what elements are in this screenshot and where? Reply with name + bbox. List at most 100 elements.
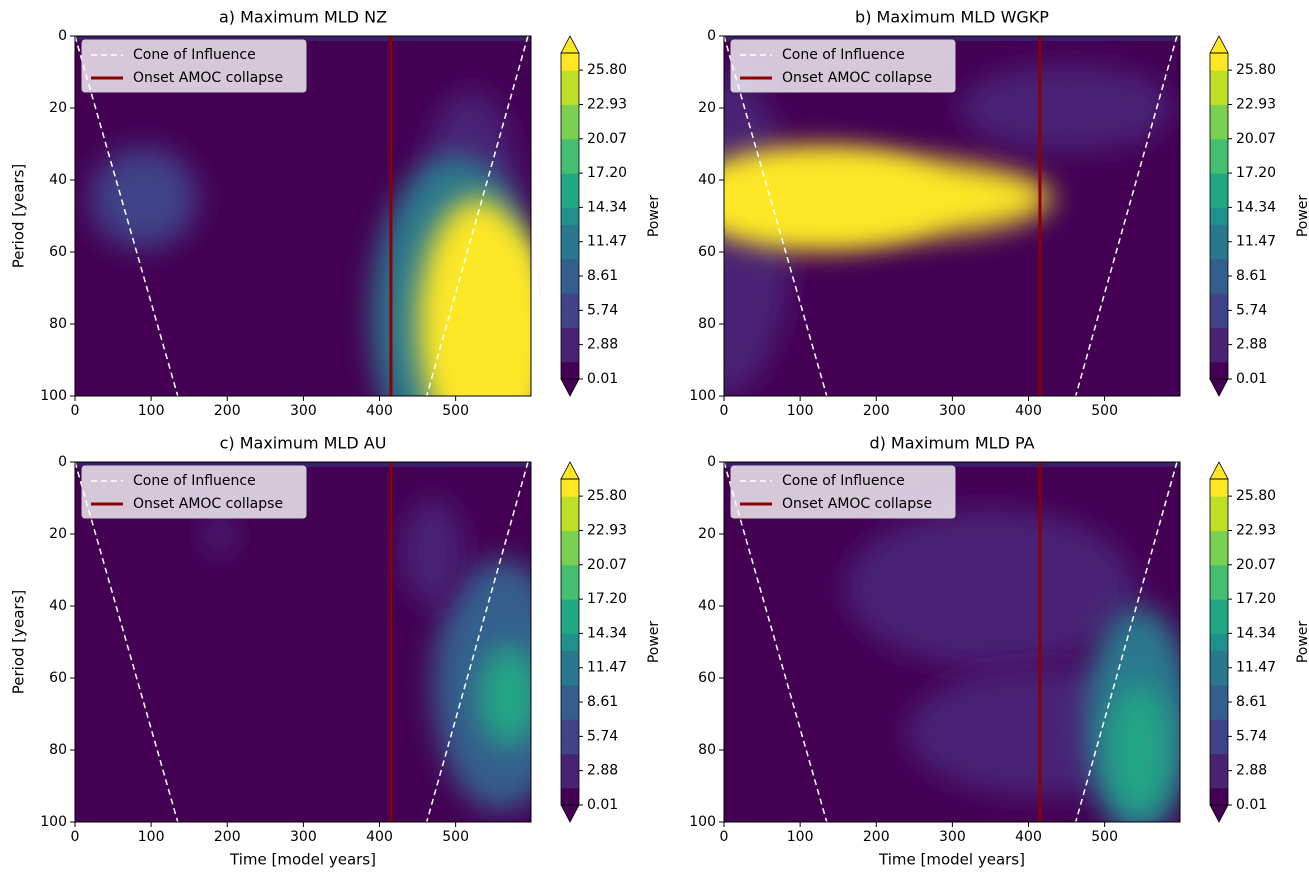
colorbar-band: [1210, 787, 1228, 806]
colorbar-band: [561, 104, 579, 123]
chart-title: c) Maximum MLD AU: [220, 434, 387, 453]
series-line: [724, 462, 1178, 822]
colorbar-band: [561, 327, 579, 346]
x-tick-label: 500: [1091, 403, 1118, 419]
colorbar-tick-label: 5.74: [1236, 728, 1267, 744]
colorbar-label: Power: [1295, 621, 1309, 664]
legend-box: [81, 39, 307, 93]
colorbar-band: [1210, 650, 1228, 669]
colorbar-band: [561, 770, 579, 789]
colorbar-band: [1210, 155, 1228, 174]
legend-label: Cone of Influence: [133, 473, 256, 489]
colorbar-tick-label: 17.20: [587, 165, 627, 181]
colorbar-band: [561, 564, 579, 583]
colorbar-tick-label: 2.88: [587, 337, 618, 353]
colorbar-band: [561, 513, 579, 531]
colorbar-band: [561, 310, 579, 329]
y-tick-label: 60: [698, 670, 716, 686]
power-feature: [90, 147, 197, 249]
colorbar-tick-label: 5.74: [587, 728, 618, 744]
colorbar-label: Power: [646, 195, 662, 238]
colorbar-band: [561, 155, 579, 174]
colorbar-frame: [560, 478, 580, 806]
x-tick-label: 0: [720, 403, 729, 419]
colorbar-band: [561, 53, 579, 71]
colorbar-band: [561, 787, 579, 806]
colorbar-band: [561, 719, 579, 737]
colorbar-band: [1210, 564, 1228, 583]
x-tick-label: 400: [1015, 403, 1042, 419]
x-tick-label: 100: [138, 829, 165, 845]
colorbar-band: [1210, 719, 1228, 737]
colorbar-tick-label: 25.80: [1236, 488, 1276, 504]
legend-label: Onset AMOC collapse: [133, 496, 283, 512]
colorbar-extend-bottom: [1209, 804, 1229, 823]
y-tick-label: 40: [49, 598, 67, 614]
colorbar-band: [561, 547, 579, 566]
y-tick-label: 80: [49, 316, 67, 332]
colorbar-band: [1210, 702, 1228, 720]
colorbar-band: [561, 224, 579, 243]
colorbar-band: [1210, 684, 1228, 703]
colorbar-band: [561, 138, 579, 157]
edge-noise-band: [75, 36, 531, 41]
colorbar-extend-top: [560, 35, 580, 54]
colorbar-band: [1210, 241, 1228, 260]
colorbar-band: [561, 667, 579, 686]
colorbar-tick-label: 22.93: [1236, 96, 1276, 112]
colorbar-tick-label: 17.20: [1236, 591, 1276, 607]
colorbar-frame: [560, 52, 580, 380]
colorbar-extend-bottom: [560, 378, 580, 397]
colorbar-band: [561, 70, 579, 88]
colorbar-band: [1210, 138, 1228, 157]
colorbar-band: [561, 616, 579, 634]
colorbar-tick-label: 5.74: [587, 302, 618, 318]
colorbar-extend-top: [1209, 35, 1229, 54]
y-tick-label: 100: [40, 388, 67, 404]
colorbar-tick-label: 25.80: [1236, 62, 1276, 78]
colorbar-band: [561, 276, 579, 294]
chart-title: a) Maximum MLD NZ: [219, 8, 387, 27]
y-tick-label: 0: [707, 454, 716, 470]
y-tick-label: 40: [698, 598, 716, 614]
x-axis-label: Time [model years]: [878, 851, 1025, 869]
colorbar-band: [1210, 70, 1228, 88]
colorbar-tick-label: 20.07: [587, 131, 627, 147]
power-feature: [1108, 685, 1170, 815]
axes: [75, 36, 531, 396]
y-tick-label: 100: [689, 388, 716, 404]
x-tick-label: 300: [939, 829, 966, 845]
colorbar-band: [1210, 121, 1228, 140]
legend-label: Cone of Influence: [782, 473, 905, 489]
edge-noise-band: [724, 462, 1180, 467]
colorbar-tick-label: 8.61: [587, 268, 618, 284]
colorbar-tick-label: 0.01: [1236, 797, 1267, 813]
y-tick-label: 60: [49, 670, 67, 686]
colorbar-band: [1210, 361, 1228, 380]
y-tick-label: 20: [698, 100, 716, 116]
colorbar-band: [561, 190, 579, 208]
colorbar-extend-bottom: [560, 804, 580, 823]
colorbar-tick-label: 0.01: [587, 371, 618, 387]
chart-title: b) Maximum MLD WGKP: [855, 8, 1049, 27]
colorbar-band: [561, 496, 579, 514]
colorbar-band: [561, 121, 579, 140]
y-tick-label: 0: [58, 28, 67, 44]
colorbar-band: [1210, 736, 1228, 755]
colorbar-band: [561, 361, 579, 380]
colorbar-band: [1210, 770, 1228, 789]
series-line: [724, 36, 1178, 396]
y-tick-label: 0: [58, 454, 67, 470]
y-tick-label: 60: [698, 244, 716, 260]
chart-title: d) Maximum MLD PA: [869, 434, 1034, 453]
colorbar-band: [561, 241, 579, 260]
power-feature: [478, 645, 531, 747]
x-tick-label: 300: [290, 829, 317, 845]
legend-box: [81, 465, 307, 519]
legend-box: [730, 39, 956, 93]
colorbar-tick-label: 11.47: [587, 660, 627, 676]
colorbar-tick-label: 25.80: [587, 62, 627, 78]
colorbar-band: [561, 599, 579, 617]
y-tick-label: 0: [707, 28, 716, 44]
colorbar-extend-top: [1209, 461, 1229, 480]
